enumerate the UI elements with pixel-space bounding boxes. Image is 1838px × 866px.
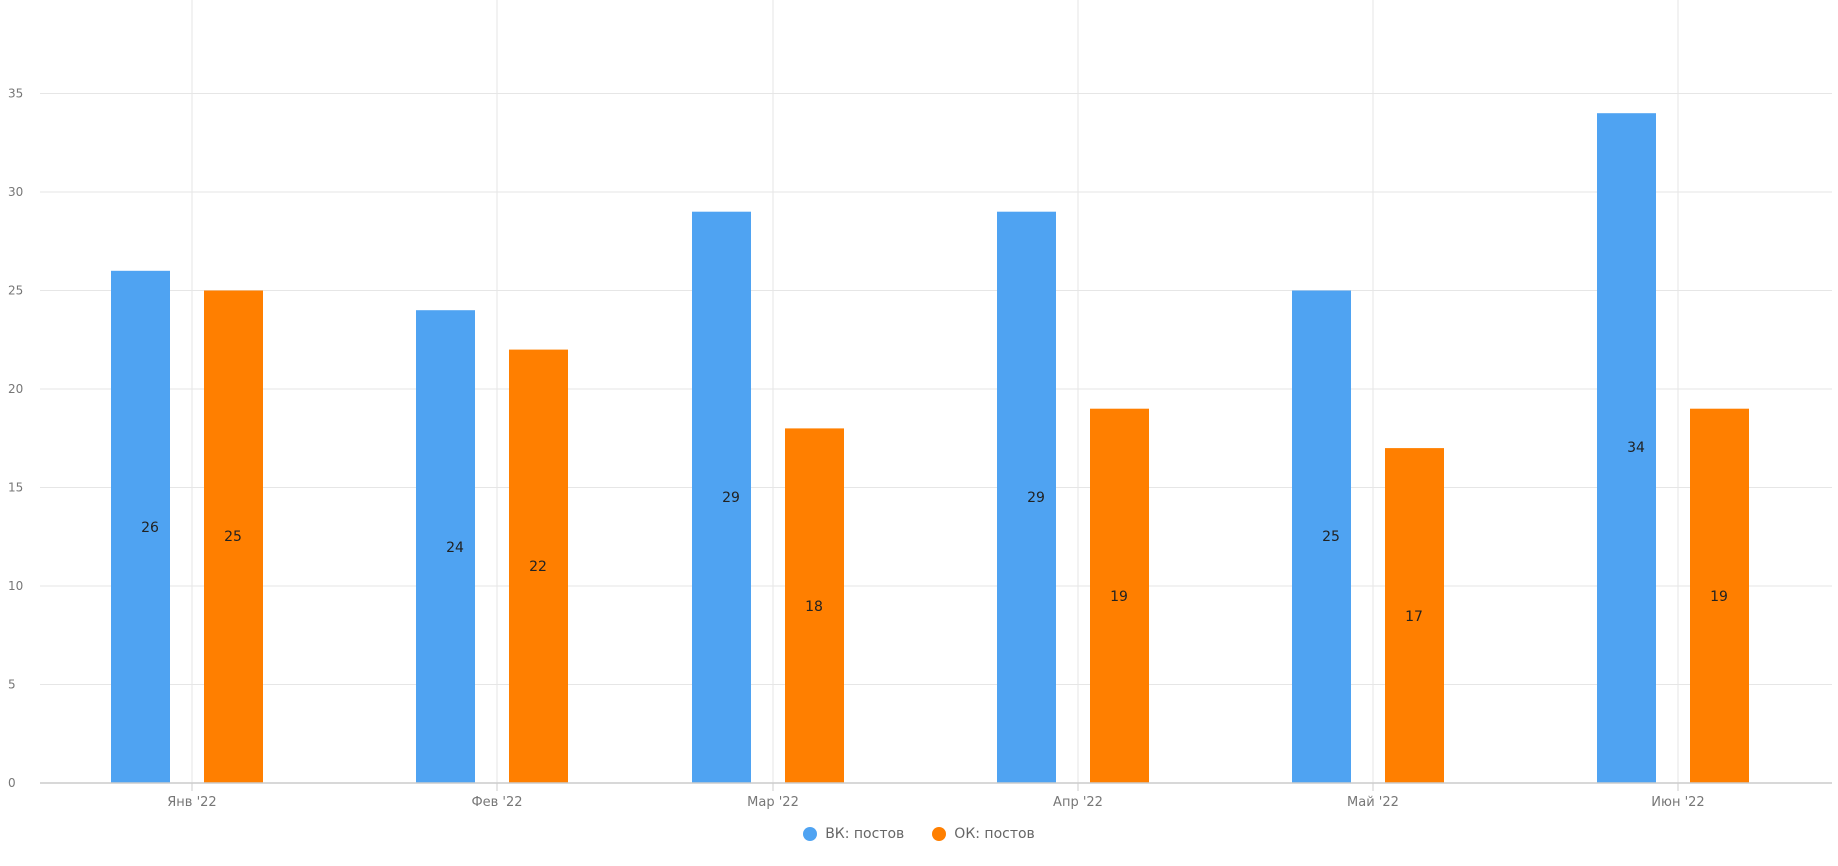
data-label: 19 <box>1710 589 1728 605</box>
legend-label-vk: ВК: постов <box>825 826 905 842</box>
bar[interactable] <box>509 349 568 783</box>
bar[interactable] <box>692 211 751 783</box>
bar[interactable] <box>1292 290 1351 784</box>
legend-item-ok[interactable]: ОК: постов <box>932 826 1035 842</box>
x-tick-label: Фев '22 <box>471 795 522 810</box>
data-label: 25 <box>1322 529 1340 545</box>
x-tick-label: Мар '22 <box>747 795 799 810</box>
legend-item-vk[interactable]: ВК: постов <box>803 826 904 842</box>
y-tick-label: 10 <box>8 579 23 593</box>
y-tick-label: 35 <box>8 87 23 101</box>
bar[interactable] <box>1385 448 1444 783</box>
y-tick-label: 15 <box>8 481 23 495</box>
data-label: 22 <box>529 559 547 575</box>
legend-swatch-ok <box>932 827 947 841</box>
data-label: 29 <box>1027 490 1045 506</box>
data-label: 24 <box>446 540 464 556</box>
bar[interactable] <box>1690 408 1749 783</box>
y-tick-label: 0 <box>8 776 16 790</box>
legend: ВК: постов ОК: постов <box>0 826 1838 842</box>
data-label: 18 <box>805 599 823 615</box>
y-tick-label: 25 <box>8 284 23 298</box>
data-label: 34 <box>1627 440 1645 456</box>
x-tick-label: Янв '22 <box>167 795 216 810</box>
y-tick-label: 20 <box>8 382 23 396</box>
data-label: 17 <box>1405 609 1423 625</box>
x-tick-label: Июн '22 <box>1651 795 1704 810</box>
data-label: 29 <box>722 490 740 506</box>
bar[interactable] <box>997 211 1056 783</box>
y-tick-label: 30 <box>8 185 23 199</box>
x-tick-label: Апр '22 <box>1053 795 1103 810</box>
data-label: 19 <box>1110 589 1128 605</box>
bar[interactable] <box>204 290 263 784</box>
data-label: 25 <box>224 529 242 545</box>
data-label: 26 <box>141 520 159 536</box>
legend-swatch-vk <box>803 827 818 841</box>
bar[interactable] <box>785 428 844 783</box>
bar[interactable] <box>416 310 475 783</box>
bar[interactable] <box>111 270 170 783</box>
bar[interactable] <box>1090 408 1149 783</box>
legend-label-ok: ОК: постов <box>954 826 1035 842</box>
bar[interactable] <box>1597 113 1656 783</box>
x-tick-label: Май '22 <box>1347 795 1399 810</box>
y-tick-label: 5 <box>8 678 16 692</box>
